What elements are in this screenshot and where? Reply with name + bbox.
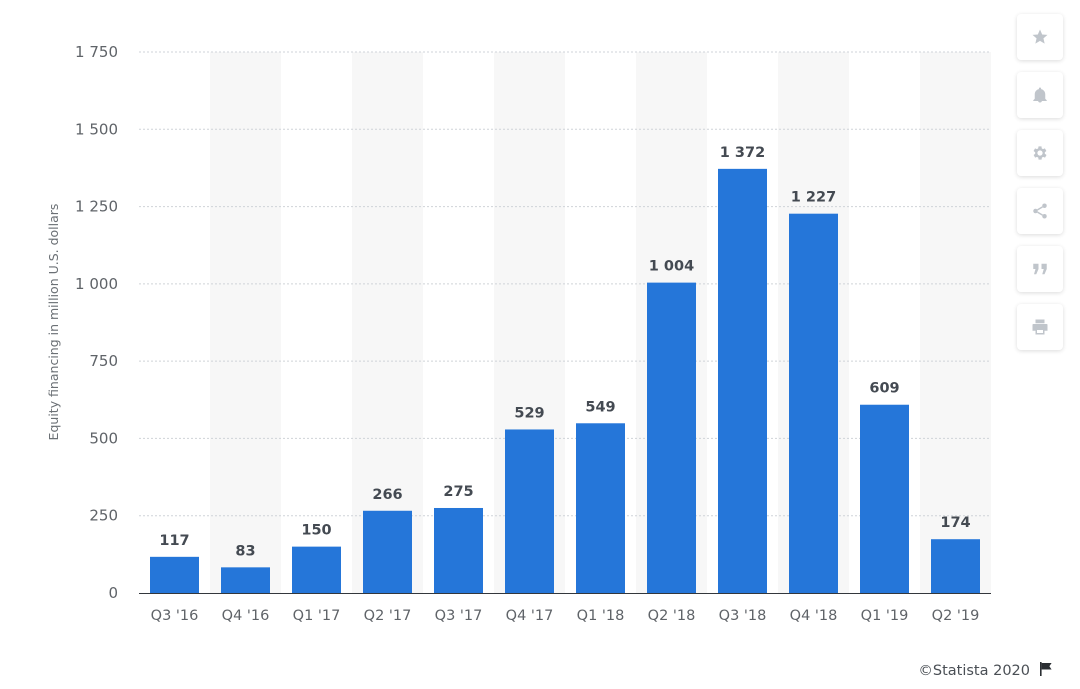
x-tick-label: Q4 '17 — [506, 608, 554, 624]
bar — [576, 423, 625, 593]
y-tick-label: 1 000 — [75, 275, 118, 293]
y-axis-label: Equity financing in million U.S. dollars — [46, 204, 61, 441]
star-icon — [1031, 28, 1049, 46]
bar — [292, 546, 341, 593]
data-label: 1 227 — [791, 190, 836, 206]
cite-button[interactable] — [1017, 246, 1063, 292]
bar — [789, 213, 838, 594]
data-label: 117 — [159, 533, 189, 549]
print-icon — [1031, 318, 1049, 336]
share-icon — [1031, 202, 1049, 220]
column-band — [352, 52, 423, 593]
x-axis-ticks: Q3 '16 Q4 '16 Q1 '17 Q2 '17 Q3 '17 Q4 '17 Q1 '… — [151, 608, 980, 624]
bars — [150, 168, 980, 594]
x-tick-label: Q2 '17 — [364, 608, 412, 624]
bar — [150, 556, 199, 593]
quote-icon — [1031, 260, 1049, 278]
x-tick-label: Q1 '18 — [577, 608, 625, 624]
settings-button[interactable] — [1017, 130, 1063, 176]
credit-text[interactable]: ©Statista 2020 — [918, 663, 1030, 679]
y-axis-ticks: 0 250 500 750 1 000 1 250 1 500 1 750 — [75, 43, 118, 602]
bar — [221, 567, 270, 593]
bar — [718, 168, 767, 593]
x-tick-label: Q1 '19 — [861, 608, 909, 624]
column-band — [920, 52, 991, 593]
bar-chart: 0 250 500 750 1 000 1 250 1 500 1 750 117 83 150 2… — [46, 43, 991, 624]
x-tick-label: Q4 '18 — [790, 608, 838, 624]
bar — [860, 404, 909, 593]
data-label: 529 — [514, 405, 544, 421]
y-tick-label: 750 — [89, 352, 118, 370]
data-labels: 117 83 150 266 275 529 549 1 004 1 372 1 227 609 17… — [159, 145, 970, 559]
notification-button[interactable] — [1017, 72, 1063, 118]
data-label: 266 — [372, 487, 402, 503]
x-tick-label: Q3 '16 — [151, 608, 199, 624]
y-tick-label: 1 750 — [75, 43, 118, 61]
share-button[interactable] — [1017, 188, 1063, 234]
y-tick-label: 0 — [108, 584, 118, 602]
data-label: 83 — [235, 543, 255, 559]
y-tick-label: 500 — [89, 429, 118, 447]
data-label: 1 004 — [649, 259, 694, 275]
data-label: 174 — [940, 515, 970, 531]
data-label: 275 — [443, 484, 473, 500]
flag-icon — [1038, 661, 1054, 681]
x-tick-label: Q1 '17 — [293, 608, 341, 624]
bar — [931, 539, 980, 593]
bar — [505, 429, 554, 593]
bar — [363, 510, 412, 593]
bar — [434, 507, 483, 593]
column-band — [210, 52, 281, 593]
y-tick-label: 1 250 — [75, 198, 118, 216]
bookmark-button[interactable] — [1017, 14, 1063, 60]
gear-icon — [1031, 144, 1049, 162]
x-tick-label: Q3 '18 — [719, 608, 767, 624]
x-tick-label: Q3 '17 — [435, 608, 483, 624]
print-button[interactable] — [1017, 304, 1063, 350]
source-credit[interactable]: ©Statista 2020 — [918, 661, 1054, 681]
toolbar — [1017, 14, 1063, 362]
bar — [647, 282, 696, 593]
x-tick-label: Q4 '16 — [222, 608, 270, 624]
y-tick-label: 250 — [89, 507, 118, 525]
data-label: 549 — [585, 399, 615, 415]
x-tick-label: Q2 '18 — [648, 608, 696, 624]
x-tick-label: Q2 '19 — [932, 608, 980, 624]
data-label: 150 — [301, 523, 331, 539]
grid-lines — [139, 51, 991, 517]
y-tick-label: 1 500 — [75, 120, 118, 138]
bell-icon — [1031, 86, 1049, 104]
data-label: 1 372 — [720, 145, 765, 161]
data-label: 609 — [869, 381, 899, 397]
